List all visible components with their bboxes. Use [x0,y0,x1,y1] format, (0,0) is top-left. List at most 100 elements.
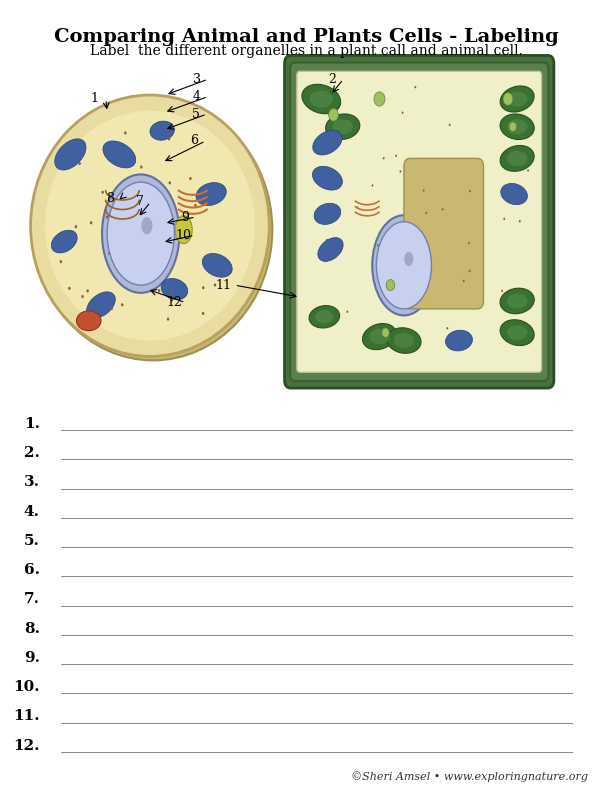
Text: 8: 8 [106,192,114,204]
Ellipse shape [332,119,353,135]
Ellipse shape [400,170,401,173]
Ellipse shape [401,112,403,114]
Text: 11.: 11. [13,710,40,723]
Ellipse shape [425,211,427,214]
Ellipse shape [329,109,338,121]
Ellipse shape [500,114,534,139]
Ellipse shape [170,292,172,295]
Ellipse shape [54,139,86,170]
Text: 5: 5 [192,108,200,120]
FancyBboxPatch shape [297,71,542,372]
Ellipse shape [202,286,204,289]
Ellipse shape [405,343,406,345]
Ellipse shape [45,111,255,341]
Ellipse shape [76,311,101,331]
Ellipse shape [203,253,232,277]
Ellipse shape [313,130,342,155]
Ellipse shape [501,184,528,204]
Text: 6.: 6. [24,563,40,577]
Ellipse shape [387,328,421,353]
Ellipse shape [158,289,160,292]
Ellipse shape [449,124,450,126]
Ellipse shape [332,130,334,132]
Ellipse shape [75,225,77,228]
Ellipse shape [124,131,127,135]
Ellipse shape [382,157,384,159]
Ellipse shape [318,238,343,261]
Ellipse shape [194,204,196,207]
Ellipse shape [168,137,170,140]
Ellipse shape [346,310,348,313]
Ellipse shape [189,177,192,180]
Ellipse shape [140,166,143,169]
Ellipse shape [196,183,226,205]
Ellipse shape [103,141,136,168]
Ellipse shape [171,299,173,302]
Ellipse shape [503,93,513,105]
Ellipse shape [382,275,384,277]
Ellipse shape [90,221,92,224]
Text: 7: 7 [136,196,143,208]
Text: 2.: 2. [24,446,40,460]
Ellipse shape [313,166,342,190]
Ellipse shape [394,333,414,348]
Ellipse shape [507,150,528,166]
Ellipse shape [213,253,215,257]
Ellipse shape [507,293,528,309]
Text: ©Sheri Amsel • www.exploringnature.org: ©Sheri Amsel • www.exploringnature.org [351,771,588,782]
Ellipse shape [135,267,138,270]
Ellipse shape [469,190,471,192]
Ellipse shape [87,291,115,318]
Ellipse shape [446,330,472,351]
Ellipse shape [185,237,187,240]
Ellipse shape [395,154,397,157]
Ellipse shape [507,91,528,107]
Ellipse shape [202,312,204,315]
Ellipse shape [401,272,403,275]
Ellipse shape [509,122,517,131]
Ellipse shape [167,318,170,321]
Text: 12.: 12. [13,739,40,752]
Ellipse shape [507,119,528,135]
Text: 12: 12 [166,296,182,309]
Ellipse shape [414,86,416,89]
Ellipse shape [86,289,89,292]
Ellipse shape [110,307,113,310]
Ellipse shape [110,219,113,223]
Ellipse shape [463,280,465,282]
Text: 9.: 9. [24,651,40,664]
Ellipse shape [519,220,521,223]
Ellipse shape [302,84,341,114]
FancyBboxPatch shape [285,55,554,388]
Text: 9: 9 [181,211,188,223]
Text: 10: 10 [176,229,192,242]
Ellipse shape [214,284,216,287]
Ellipse shape [442,208,444,211]
FancyBboxPatch shape [404,158,483,309]
Text: 5.: 5. [24,534,40,548]
Ellipse shape [108,252,110,255]
Ellipse shape [310,90,333,108]
Ellipse shape [371,185,373,187]
Ellipse shape [107,182,174,285]
Ellipse shape [314,204,341,224]
Text: 6: 6 [190,135,199,147]
Ellipse shape [500,320,534,345]
Ellipse shape [446,327,448,329]
Text: 4.: 4. [24,505,40,519]
Ellipse shape [127,271,129,274]
Text: 8.: 8. [24,622,40,636]
Ellipse shape [59,260,62,263]
Ellipse shape [414,250,416,253]
Ellipse shape [527,169,529,172]
Ellipse shape [51,230,77,253]
Text: 7.: 7. [24,592,40,607]
Ellipse shape [500,146,534,171]
Ellipse shape [369,329,390,345]
Ellipse shape [356,207,358,209]
Ellipse shape [507,325,528,341]
Ellipse shape [468,242,470,244]
Ellipse shape [175,215,192,244]
Ellipse shape [141,217,152,234]
Text: Label  the different organelles in a plant call and animal cell.: Label the different organelles in a plan… [89,44,523,58]
